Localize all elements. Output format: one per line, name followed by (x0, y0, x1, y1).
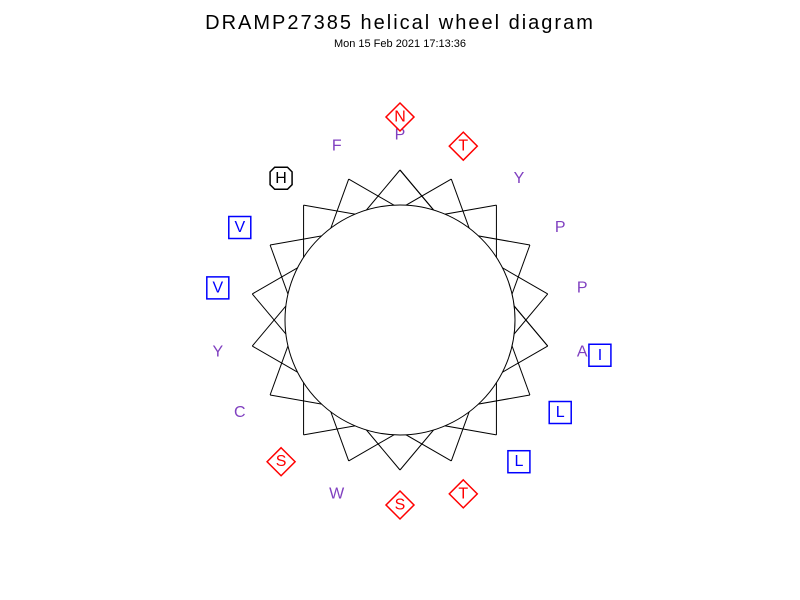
svg-text:F: F (332, 138, 342, 155)
svg-text:H: H (275, 170, 287, 187)
residue-4: Y (514, 170, 525, 187)
svg-text:N: N (394, 109, 406, 126)
residue-14: H (270, 167, 292, 189)
svg-text:C: C (234, 404, 246, 421)
svg-text:T: T (458, 485, 468, 502)
residue-2: W (329, 485, 345, 502)
residue-8: P (577, 279, 588, 296)
residue-3: V (229, 217, 251, 239)
svg-text:I: I (598, 347, 602, 364)
residue-12: L (549, 402, 571, 424)
residue-17: Y (212, 344, 223, 361)
svg-text:T: T (458, 138, 468, 155)
residue-19: I (589, 344, 611, 366)
residue-10: V (207, 277, 229, 299)
svg-text:L: L (514, 453, 523, 470)
svg-text:L: L (556, 404, 565, 421)
residue-15: P (555, 219, 566, 236)
residue-13: S (267, 448, 295, 476)
svg-text:Y: Y (212, 344, 223, 361)
residue-7: F (332, 138, 342, 155)
svg-text:W: W (329, 485, 345, 502)
residue-1: A (577, 344, 588, 361)
residue-6: C (234, 404, 246, 421)
svg-text:P: P (555, 219, 566, 236)
center-circle (285, 205, 515, 435)
residue-5: L (508, 451, 530, 473)
svg-text:V: V (212, 279, 223, 296)
svg-text:P: P (577, 279, 588, 296)
svg-text:S: S (276, 453, 287, 470)
svg-text:V: V (234, 219, 245, 236)
svg-text:S: S (395, 497, 406, 514)
residue-11: T (449, 132, 477, 160)
residue-18: N (386, 103, 414, 131)
helical-wheel-svg: PAWVYLCFPSVTLSHPTYNI (0, 0, 800, 600)
residue-16: T (449, 480, 477, 508)
residue-9: S (386, 491, 414, 519)
svg-text:A: A (577, 344, 588, 361)
svg-text:Y: Y (514, 170, 525, 187)
